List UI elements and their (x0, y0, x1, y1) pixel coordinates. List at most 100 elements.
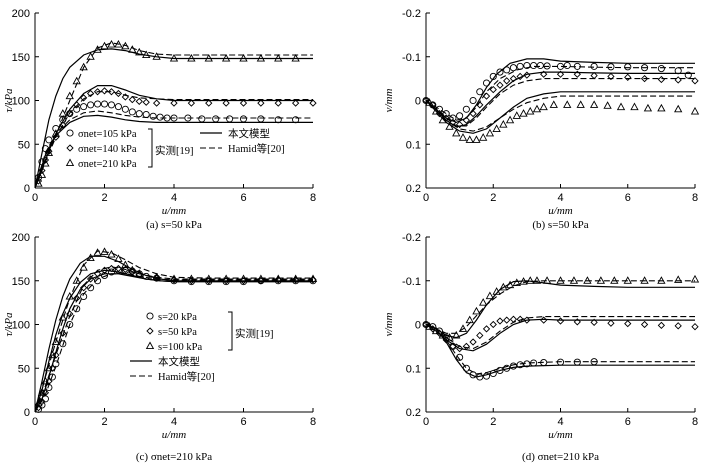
marker-triangle (107, 39, 116, 48)
marker-circle (573, 62, 581, 70)
marker-circle (73, 305, 81, 313)
marker-circle (536, 61, 544, 70)
marker-triangle (640, 276, 649, 284)
marker-triangle (79, 62, 88, 71)
marker-triangle (58, 312, 67, 321)
model-curve (34, 48, 313, 189)
marker-circle (489, 369, 497, 378)
marker-circle (66, 129, 74, 137)
marker-circle (482, 372, 491, 380)
marker-circle (462, 364, 470, 372)
marker-triangle (596, 276, 606, 284)
marker-triangle (556, 276, 565, 284)
marker-diamond (100, 266, 109, 274)
marker-circle (641, 64, 649, 72)
legend-entry: σnet=210 kPa (78, 159, 137, 170)
marker-diamond (449, 118, 457, 127)
marker-circle (624, 63, 632, 71)
y-tick-label: -0.1 (402, 276, 421, 288)
chart-panel-3: 0 2 4 6 8 0 50 100 150 200 u/mm τ/kPa (c) σnet=210 k… (3, 232, 318, 463)
legend-model-label: 本文模型 (158, 355, 200, 368)
marker-diamond (590, 71, 598, 80)
marker-triangle (563, 100, 572, 108)
marker-diamond (540, 316, 548, 324)
x-tick-label: 2 (101, 416, 107, 428)
marker-diamond (38, 166, 46, 175)
y-tick-label: 100 (12, 320, 30, 332)
legend-entry: s=20 kPa (158, 312, 197, 323)
marker-triangle (93, 248, 102, 256)
x-axis-label: u/mm (548, 205, 573, 217)
marker-circle (607, 63, 615, 71)
x-tick-label: 0 (423, 416, 429, 428)
marker-diamond (38, 397, 46, 406)
marker-triangle (479, 133, 488, 141)
marker-circle (52, 360, 60, 368)
model-curve (425, 280, 695, 339)
marker-circle (163, 114, 171, 122)
marker-diamond (489, 85, 497, 94)
marker-diamond (657, 75, 666, 84)
marker-triangle (100, 41, 109, 50)
marker-diamond (449, 342, 457, 351)
panel-caption: (c) σnet=210 kPa (136, 451, 212, 463)
marker-circle (142, 110, 150, 119)
y-axis-label: τ/kPa (3, 88, 15, 113)
marker-triangle (431, 326, 441, 335)
x-tick-label: 4 (557, 192, 563, 204)
marker-triangle (690, 106, 700, 115)
marker-triangle (34, 398, 43, 407)
marker-triangle (41, 376, 50, 385)
marker-triangle (37, 170, 47, 178)
marker-circle (128, 108, 136, 116)
x-tick-label: 0 (32, 416, 38, 428)
marker-triangle (616, 102, 626, 111)
marker-triangle (256, 274, 266, 283)
marker-triangle (169, 274, 179, 283)
marker-diamond (142, 98, 150, 106)
marker-triangle (291, 274, 300, 283)
marker-diamond (107, 264, 116, 273)
marker-circle (73, 105, 81, 113)
marker-diamond (80, 284, 88, 292)
marker-triangle (274, 53, 283, 62)
y-tick-label: 0 (415, 96, 421, 108)
marker-triangle (657, 103, 666, 112)
marker-circle (257, 115, 265, 123)
marker-circle (87, 284, 95, 292)
marker-diamond (496, 317, 504, 325)
marker-circle (530, 359, 538, 367)
marker-circle (121, 105, 129, 113)
marker-triangle (532, 276, 542, 284)
y-axis-label: v/mm (383, 89, 395, 113)
marker-circle (80, 103, 88, 111)
marker-circle (107, 101, 115, 109)
marker-triangle (187, 274, 196, 283)
marker-triangle (492, 124, 501, 132)
series-circle (422, 320, 695, 381)
chart-panel-4: 0 2 4 6 8 -0.2 -0.1 0 0.1 0.2 u/mm v/mm (d) σnet=210… (383, 232, 700, 463)
x-tick-label: 4 (171, 192, 177, 204)
legend-bracket (148, 128, 153, 168)
marker-triangle (458, 324, 468, 332)
marker-diamond (489, 320, 497, 329)
marker-circle (516, 361, 524, 369)
model-curve (34, 255, 313, 413)
marker-circle (41, 395, 49, 403)
hamid-curve (34, 266, 313, 413)
y-tick-label: 0.1 (406, 139, 421, 151)
marker-triangle (72, 76, 81, 85)
series-circle (34, 266, 317, 413)
marker-triangle (239, 274, 248, 283)
x-tick-label: 4 (171, 416, 177, 428)
marker-diamond (59, 121, 67, 129)
marker-circle (94, 100, 102, 108)
hamid-curve (425, 280, 695, 334)
marker-circle (87, 101, 95, 109)
marker-triangle (623, 276, 632, 284)
marker-triangle (492, 287, 501, 295)
marker-circle (684, 71, 692, 79)
marker-circle (556, 358, 565, 366)
marker-circle (456, 353, 464, 361)
marker-circle (503, 66, 511, 74)
